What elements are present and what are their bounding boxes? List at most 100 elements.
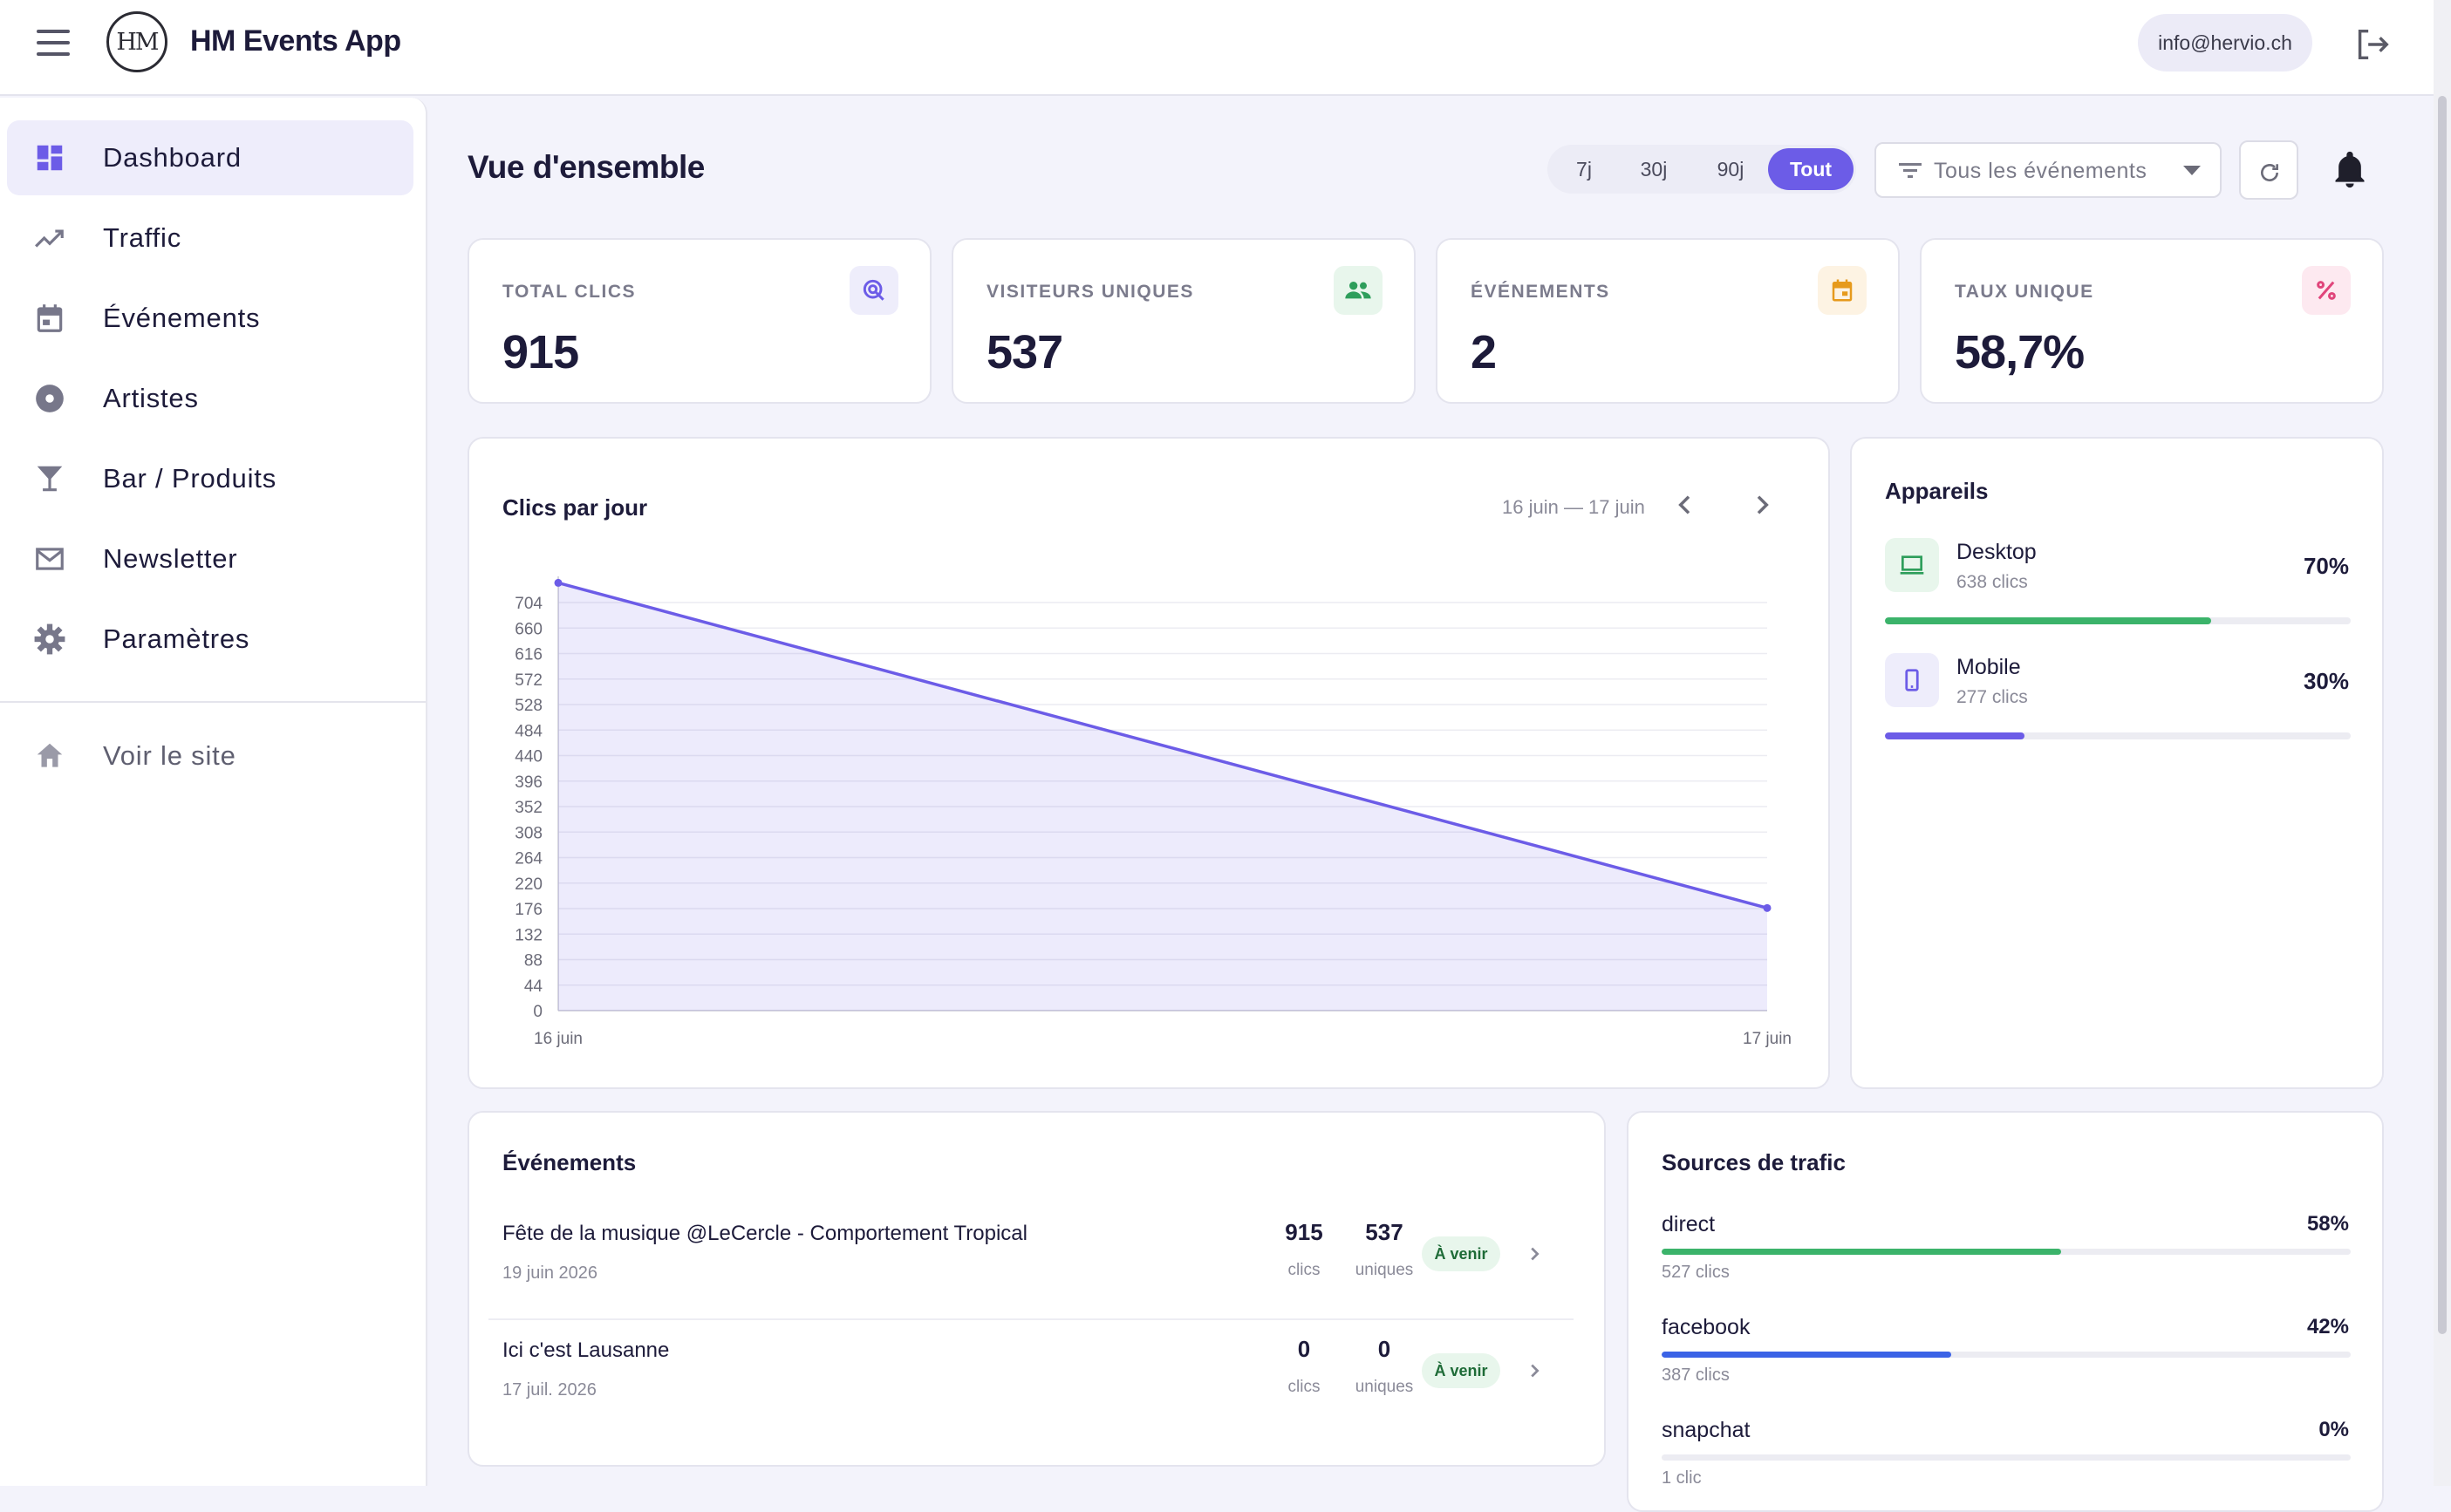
event-name: Ici c'est Lausanne — [502, 1338, 670, 1362]
chevron-right-icon[interactable] — [1748, 491, 1776, 519]
y-tick-label: 616 — [515, 646, 543, 664]
range-7j-button[interactable]: 7j — [1576, 157, 1592, 180]
source-percent: 0% — [2318, 1418, 2349, 1441]
source-percent: 42% — [2306, 1315, 2349, 1338]
event-filter-select[interactable]: Tous les événements — [1874, 142, 2222, 198]
sidebar-item-label: Artistes — [103, 383, 199, 413]
calendar-icon — [33, 302, 66, 335]
sidebar-item-voir-le-site[interactable]: Voir le site — [7, 719, 413, 793]
chart-title: Clics par jour — [502, 494, 648, 521]
sidebar-item-label: Bar / Produits — [103, 463, 277, 494]
home-icon — [33, 739, 66, 773]
events-card: Événements Fête de la musique @LeCercle … — [468, 1111, 1606, 1467]
sidebar-item-parametres[interactable]: Paramètres — [7, 602, 413, 677]
range-30j-button[interactable]: 30j — [1640, 157, 1668, 180]
sidebar-item-newsletter[interactable]: Newsletter — [7, 521, 413, 596]
gear-icon — [33, 623, 66, 656]
refresh-button[interactable] — [2239, 140, 2298, 200]
people-icon — [1334, 266, 1383, 315]
events-title: Événements — [502, 1149, 637, 1175]
stat-value: 2 — [1471, 326, 1497, 378]
device-progress-track — [1885, 732, 2351, 739]
traffic-sources-card: Sources de trafic direct 58% 527 clics f… — [1627, 1111, 2384, 1512]
source-percent: 58% — [2306, 1212, 2349, 1236]
sources-title: Sources de trafic — [1662, 1149, 1846, 1175]
click-icon — [850, 266, 898, 315]
event-date: 19 juin 2026 — [502, 1263, 597, 1283]
stat-card-evenements: ÉVÉNEMENTS 2 — [1436, 238, 1900, 404]
bell-icon[interactable] — [2331, 148, 2369, 190]
status-badge: À venir — [1422, 1236, 1500, 1271]
logout-icon[interactable] — [2352, 24, 2392, 65]
sidebar-item-dashboard[interactable]: Dashboard — [7, 120, 413, 195]
clicks-chart-card: Clics par jour 16 juin — 17 juin 0 44 88 13… — [468, 437, 1830, 1089]
event-uniques-unit: uniques — [1355, 1378, 1414, 1396]
y-tick-label: 88 — [524, 952, 543, 971]
device-progress-track — [1885, 617, 2351, 624]
top-bar: HM HM Events App info@hervio.ch — [0, 0, 2434, 96]
area-fill — [558, 582, 1767, 1011]
user-email-chip[interactable]: info@hervio.ch — [2138, 14, 2312, 72]
sidebar-item-artistes[interactable]: Artistes — [7, 361, 413, 436]
y-tick-label: 264 — [515, 850, 543, 868]
scrollbar-thumb[interactable] — [2438, 96, 2447, 1334]
source-name: facebook — [1662, 1315, 1751, 1339]
source-clicks: 527 clics — [1662, 1263, 1730, 1282]
event-date: 17 juil. 2026 — [502, 1380, 597, 1400]
sidebar-item-bar-produits[interactable]: Bar / Produits — [7, 441, 413, 516]
range-tout-button[interactable]: Tout — [1768, 148, 1854, 190]
devices-card: Appareils Desktop 638 clics 70% Mobile 2… — [1850, 437, 2384, 1089]
y-tick-label: 484 — [515, 722, 543, 740]
phone-icon — [1885, 653, 1939, 707]
stat-card-total-clics: TOTAL CLICS 915 — [468, 238, 932, 404]
mail-icon — [33, 542, 66, 576]
event-uniques-unit: uniques — [1355, 1261, 1414, 1279]
chevron-right-icon[interactable] — [1525, 1361, 1544, 1380]
event-uniques-value: 537 — [1365, 1219, 1403, 1245]
stat-card-taux-unique: TAUX UNIQUE 58,7% — [1920, 238, 2384, 404]
dashboard-icon — [33, 141, 66, 174]
sidebar-item-label: Événements — [103, 303, 261, 333]
series-line — [557, 581, 1768, 910]
sidebar-item-label: Dashboard — [103, 142, 242, 173]
source-progress-track — [1662, 1352, 2351, 1358]
sidebar-item-label: Traffic — [103, 222, 182, 253]
stat-value: 58,7% — [1955, 326, 2085, 378]
chevron-down-icon — [2183, 166, 2201, 175]
y-tick-label: 440 — [515, 748, 543, 766]
stat-card-visiteurs-uniques: VISITEURS UNIQUES 537 — [952, 238, 1416, 404]
chevron-left-icon[interactable] — [1671, 491, 1699, 519]
chevron-right-icon[interactable] — [1525, 1244, 1544, 1263]
calendar-icon — [1818, 266, 1867, 315]
event-name: Fête de la musique @LeCercle - Comportem… — [502, 1222, 1028, 1245]
device-percent: 30% — [2303, 668, 2349, 694]
filter-icon — [1899, 161, 1922, 180]
y-tick-label: 308 — [515, 824, 543, 842]
disc-icon — [33, 382, 66, 415]
date-range-selector: 7j 30j 90j Tout — [1547, 145, 1856, 194]
y-tick-label: 132 — [515, 926, 543, 944]
app-logo[interactable]: HM — [106, 11, 167, 72]
refresh-icon — [2261, 164, 2278, 181]
y-tick-label: 220 — [515, 875, 543, 894]
event-row[interactable]: Fête de la musique @LeCercle - Comportem… — [469, 1209, 1604, 1313]
x-tick-label: 16 juin — [534, 1030, 583, 1048]
stat-label: TAUX UNIQUE — [1955, 282, 2094, 302]
trending-icon — [33, 221, 66, 255]
stat-label: ÉVÉNEMENTS — [1471, 282, 1610, 302]
source-progress-fill — [1662, 1352, 1951, 1358]
sidebar-item-evenements[interactable]: Événements — [7, 281, 413, 356]
sidebar-item-traffic[interactable]: Traffic — [7, 201, 413, 276]
sidebar: Dashboard Traffic Événements Artistes Ba… — [0, 98, 427, 1486]
menu-icon[interactable] — [37, 30, 70, 63]
source-name: snapchat — [1662, 1418, 1751, 1442]
stat-label: TOTAL CLICS — [502, 282, 636, 302]
event-row[interactable]: Ici c'est Lausanne 17 juil. 2026 0 clics… — [469, 1327, 1604, 1432]
range-90j-button[interactable]: 90j — [1717, 157, 1744, 180]
y-tick-label: 396 — [515, 773, 543, 792]
y-tick-label: 660 — [515, 620, 543, 638]
event-uniques-value: 0 — [1377, 1336, 1391, 1362]
clicks-area-chart: 0 44 88 132 176 220 264 308 352 396 440 484 528 572 61… — [515, 576, 1792, 1048]
y-tick-label: 176 — [515, 901, 543, 919]
source-progress-track — [1662, 1249, 2351, 1255]
